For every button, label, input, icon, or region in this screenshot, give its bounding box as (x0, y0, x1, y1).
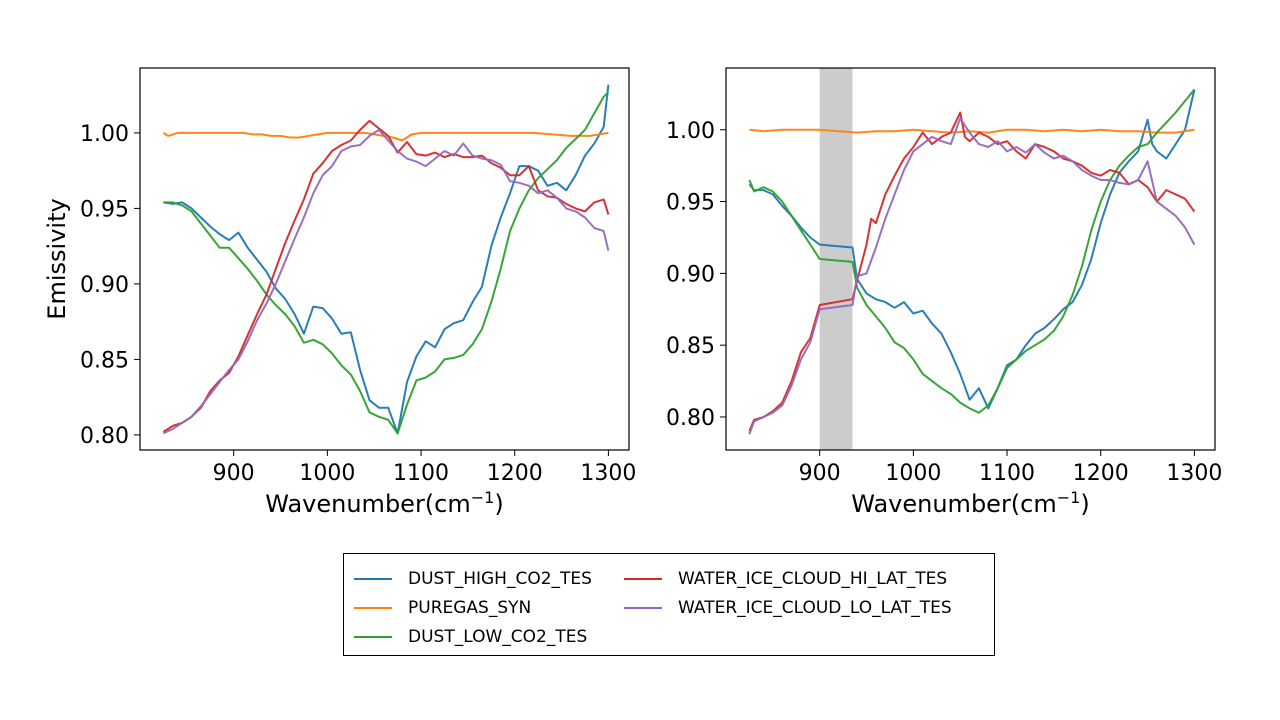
x-tick-label: 1200 (1073, 461, 1129, 486)
y-tick-label: 0.85 (666, 334, 715, 359)
series-line-dust-low-co2-tes (748, 88, 1196, 414)
x-axis-label: Wavenumber(cm−1) (265, 488, 503, 518)
legend-item-dust-low-co2-tes: DUST_LOW_CO2_TES (354, 622, 592, 651)
series-line-water-ice-cloud-lo-lat-tes (162, 128, 610, 435)
x-axis-label-superscript: −1 (1057, 488, 1081, 507)
y-tick-label: 1.00 (80, 122, 129, 147)
plot-frame (139, 67, 630, 451)
legend-swatch (354, 635, 392, 638)
y-axis-label: Emissivity (43, 198, 71, 319)
x-axis-label-superscript: −1 (471, 488, 495, 507)
legend-label: WATER_ICE_CLOUD_LO_LAT_TES (678, 597, 952, 618)
x-axis-label-text: Wavenumber(cm (851, 490, 1056, 518)
x-tick-label: 1200 (487, 461, 543, 486)
series-line-puregas-syn (749, 128, 1195, 134)
plot-data-area (748, 68, 1196, 450)
right-plot: 900 1000 1100 1200 1300 0.80 0.85 0.90 0.95 1.00 W… (666, 67, 1222, 518)
x-tick-label: 1300 (1166, 461, 1222, 486)
x-tick-label: 900 (213, 461, 255, 486)
legend-label: DUST_LOW_CO2_TES (408, 626, 588, 647)
left-plot: 900 1000 1100 1200 1300 0.80 0.85 0.90 0.95 1.00 W… (43, 67, 636, 518)
x-axis-label-text: Wavenumber(cm (265, 490, 470, 518)
x-tick-label: 1100 (393, 461, 449, 486)
legend-label: WATER_ICE_CLOUD_HI_LAT_TES (678, 568, 948, 589)
x-tick-label: 1300 (580, 461, 636, 486)
x-tick-label: 900 (799, 461, 841, 486)
legend-swatch (624, 606, 662, 609)
series-line-dust-high-co2-tes (163, 84, 610, 435)
legend-item-water-ice-cloud-lo-lat-tes: WATER_ICE_CLOUD_LO_LAT_TES (624, 593, 952, 622)
plot-data-area (162, 84, 610, 435)
x-axis-label: Wavenumber(cm−1) (851, 488, 1089, 518)
legend-swatch (354, 606, 392, 609)
series-line-water-ice-cloud-lo-lat-tes (748, 117, 1196, 435)
series-line-puregas-syn (162, 131, 609, 142)
x-tick-label: 1100 (979, 461, 1035, 486)
legend-swatch (624, 577, 662, 580)
x-axis-label-close: ) (1080, 490, 1089, 518)
y-tick-label: 0.80 (666, 406, 715, 431)
x-axis-label-close: ) (494, 490, 503, 518)
series-line-dust-low-co2-tes (163, 91, 610, 435)
y-tick-label: 0.90 (80, 273, 129, 298)
plot-frame (725, 67, 1216, 451)
y-tick-label: 0.95 (80, 197, 129, 222)
x-tick-label: 1000 (885, 461, 941, 486)
y-tick-label: 0.80 (80, 424, 129, 449)
series-line-water-ice-cloud-hi-lat-tes (748, 111, 1196, 432)
legend-swatch (354, 577, 392, 580)
legend-column-2: WATER_ICE_CLOUD_HI_LAT_TES WATER_ICE_CLO… (624, 564, 952, 622)
legend-label: PUREGAS_SYN (408, 597, 532, 618)
series-line-dust-high-co2-tes (748, 89, 1196, 410)
legend-item-water-ice-cloud-hi-lat-tes: WATER_ICE_CLOUD_HI_LAT_TES (624, 564, 952, 593)
legend-item-puregas-syn: PUREGAS_SYN (354, 593, 592, 622)
y-tick-label: 1.00 (666, 119, 715, 144)
legend-item-dust-high-co2-tes: DUST_HIGH_CO2_TES (354, 564, 592, 593)
legend-label: DUST_HIGH_CO2_TES (408, 568, 592, 589)
series-line-water-ice-cloud-hi-lat-tes (162, 119, 610, 433)
y-tick-label: 0.95 (666, 191, 715, 216)
y-tick-label: 0.85 (80, 348, 129, 373)
legend: DUST_HIGH_CO2_TES PUREGAS_SYN DUST_LOW_C… (343, 553, 995, 656)
x-tick-label: 1000 (299, 461, 355, 486)
legend-column-1: DUST_HIGH_CO2_TES PUREGAS_SYN DUST_LOW_C… (354, 564, 592, 651)
y-tick-label: 0.90 (666, 262, 715, 287)
